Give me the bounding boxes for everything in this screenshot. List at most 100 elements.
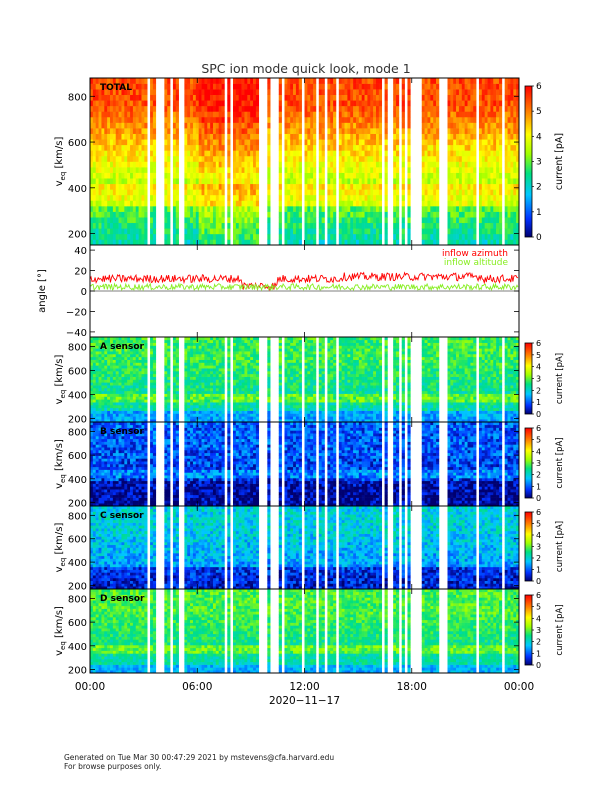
heatmap-cell <box>238 368 242 372</box>
heatmap-cell <box>473 133 477 140</box>
heatmap-cell <box>318 133 322 140</box>
heatmap-cell <box>510 167 514 173</box>
heatmap-cell <box>238 111 242 118</box>
heatmap-cell <box>304 194 308 201</box>
heatmap-cell <box>241 402 245 406</box>
heatmap-cell <box>433 83 437 90</box>
heatmap-cell <box>90 233 94 240</box>
heatmap-cell <box>192 94 197 101</box>
heatmap-cell <box>138 94 142 101</box>
heatmap-cell <box>436 239 440 246</box>
heatmap-cell <box>110 200 114 207</box>
heatmap-cell <box>481 100 485 107</box>
heatmap-cell <box>164 83 168 90</box>
heatmap-cell <box>464 189 468 196</box>
heatmap-cell <box>104 105 108 112</box>
heatmap-cell <box>130 396 134 400</box>
heatmap-cell <box>107 100 111 107</box>
heatmap-cell <box>238 339 242 343</box>
heatmap-cell <box>124 385 128 389</box>
heatmap-cell <box>318 155 322 162</box>
heatmap-cell <box>150 183 154 190</box>
heatmap-cell <box>287 122 291 129</box>
heatmap-cell <box>221 382 225 386</box>
heatmap-cell <box>130 382 134 386</box>
heatmap-cell <box>498 233 503 240</box>
heatmap-cell <box>227 337 231 341</box>
heatmap-cell <box>253 83 257 90</box>
heatmap-cell <box>238 83 242 90</box>
heatmap-cell <box>198 222 202 229</box>
heatmap-cell <box>218 133 222 140</box>
heatmap-cell <box>104 78 108 84</box>
heatmap-cell <box>307 178 311 185</box>
heatmap-cell <box>507 189 511 196</box>
heatmap-cell <box>90 405 94 409</box>
heatmap-cell <box>401 189 405 196</box>
heatmap-cell <box>104 354 108 358</box>
heatmap-cell <box>121 413 125 417</box>
heatmap-cell <box>290 89 294 95</box>
heatmap-cell <box>396 150 400 157</box>
heatmap-cell <box>355 239 360 246</box>
heatmap-cell <box>396 161 400 168</box>
heatmap-cell <box>141 155 145 162</box>
heatmap-cell <box>144 396 148 400</box>
heatmap-cell <box>393 94 397 101</box>
heatmap-cell <box>101 388 105 392</box>
heatmap-cell <box>130 167 134 173</box>
heatmap-cell <box>327 105 331 112</box>
heatmap-cell <box>295 111 300 118</box>
heatmap-cell <box>510 228 514 235</box>
heatmap-cell <box>318 206 322 212</box>
heatmap-cell <box>98 373 102 377</box>
heatmap-cell <box>184 390 188 394</box>
heatmap-cell <box>204 356 208 360</box>
heatmap-cell <box>344 194 348 201</box>
heatmap-cell <box>218 89 222 95</box>
heatmap-cell <box>184 194 188 201</box>
heatmap-cell <box>138 351 142 355</box>
heatmap-cell <box>204 78 208 84</box>
heatmap-cell <box>150 368 154 372</box>
heatmap-cell <box>95 167 99 173</box>
heatmap-cell <box>187 150 191 157</box>
heatmap-cell <box>198 161 202 168</box>
heatmap-cell <box>212 133 217 140</box>
heatmap-cell <box>152 233 157 240</box>
heatmap-cell <box>424 194 428 201</box>
heatmap-cell <box>450 178 454 185</box>
heatmap-cell <box>327 111 331 118</box>
heatmap-cell <box>187 172 191 179</box>
heatmap-cell <box>238 172 242 179</box>
heatmap-cell <box>190 419 194 423</box>
heatmap-cell <box>358 139 362 146</box>
heatmap-cell <box>496 222 500 229</box>
heatmap-cell <box>327 122 331 129</box>
heatmap-cell <box>247 396 251 400</box>
heatmap-cell <box>215 167 219 173</box>
heatmap-cell <box>427 78 431 84</box>
heatmap-cell <box>307 94 311 101</box>
heatmap-cell <box>201 89 205 95</box>
heatmap-cell <box>250 94 254 101</box>
heatmap-cell <box>212 161 217 168</box>
heatmap-cell <box>118 116 122 123</box>
heatmap-cell <box>107 339 111 343</box>
heatmap-cell <box>516 105 520 112</box>
heatmap-cell <box>424 78 428 84</box>
heatmap-cell <box>141 402 145 406</box>
heatmap-cell <box>152 382 157 386</box>
heatmap-cell <box>144 368 148 372</box>
heatmap-cell <box>284 183 288 190</box>
heatmap-cell <box>304 172 308 179</box>
heatmap-cell <box>112 128 117 134</box>
heatmap-cell <box>144 150 148 157</box>
heatmap-cell <box>127 89 131 95</box>
heatmap-cell <box>241 416 245 420</box>
heatmap-cell <box>92 359 97 363</box>
heatmap-cell <box>192 167 197 173</box>
heatmap-cell <box>313 200 317 207</box>
heatmap-cell <box>307 155 311 162</box>
heatmap-cell <box>393 144 397 151</box>
